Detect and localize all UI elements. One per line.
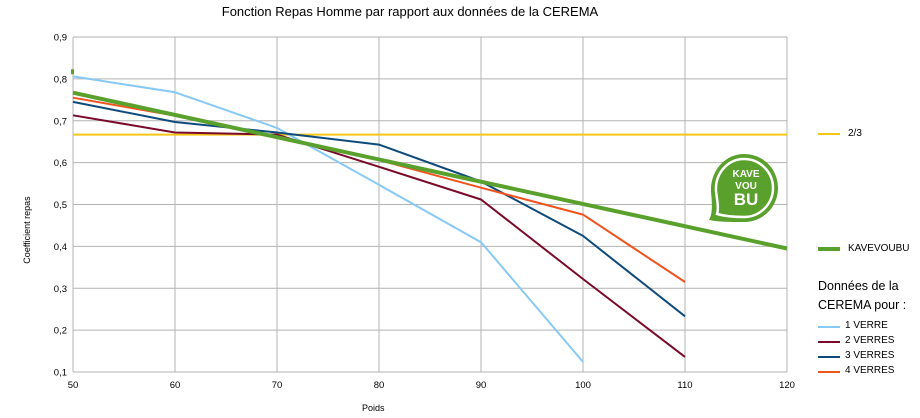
legend-swatch-1-verre — [818, 326, 840, 328]
series-line-3-verres — [72, 100, 686, 318]
legend-note-line1: Données de la — [818, 279, 899, 293]
logo-text-line2: VOU — [735, 181, 757, 192]
logo-text-line1: KAVE — [732, 169, 759, 180]
x-tick-label: 50 — [68, 380, 79, 391]
legend-label-2-3: 2/3 — [848, 128, 862, 139]
series-lines — [71, 69, 788, 363]
y-tick-label: 0,5 — [54, 200, 67, 211]
y-tick-label: 0,2 — [54, 326, 67, 337]
legend-note: Données de la CEREMA pour : — [818, 277, 906, 315]
grid-lines — [72, 36, 788, 373]
y-tick-labels: 0,1 0,2 0,3 0,4 0,5 0,6 0,7 0,8 0,9 — [54, 33, 67, 379]
legend-label-1-verre: 1 VERRE — [845, 320, 888, 331]
legend-label-kavevoubu: KAVEVOUBU — [848, 243, 910, 254]
legend-label-2-verres: 2 VERRES — [845, 335, 895, 346]
x-tick-label: 80 — [374, 380, 385, 391]
series-line-kavevoubu — [72, 90, 788, 251]
legend-swatch-4-verres — [818, 371, 840, 373]
x-tick-label: 120 — [779, 380, 795, 391]
legend-swatch-3-verres — [818, 356, 840, 358]
x-tick-label: 90 — [476, 380, 487, 391]
legend-label-3-verres: 3 VERRES — [845, 350, 895, 361]
y-tick-label: 0,1 — [54, 368, 67, 379]
y-tick-label: 0,3 — [54, 284, 67, 295]
legend-label-4-verres: 4 VERRES — [845, 365, 895, 376]
series-line-1-verre — [72, 75, 584, 363]
kavevoubu-logo: KAVE VOU BU — [706, 150, 782, 226]
y-tick-label: 0,9 — [54, 33, 67, 44]
legend-swatch-2-verres — [818, 341, 840, 343]
legend-swatch-2-3 — [818, 133, 840, 135]
x-tick-label: 100 — [575, 380, 591, 391]
edge-marker — [71, 69, 74, 75]
y-tick-label: 0,8 — [54, 74, 67, 85]
y-tick-label: 0,6 — [54, 158, 67, 169]
x-tick-labels: 50 60 70 80 90 100 110 120 — [68, 380, 795, 391]
legend-swatch-kavevoubu — [818, 247, 840, 251]
series-line-2-verres — [72, 114, 686, 358]
y-axis-label: Coefficient repas — [22, 196, 32, 264]
legend-note-line2: CEREMA pour : — [818, 298, 907, 312]
x-tick-label: 60 — [170, 380, 181, 391]
x-tick-label: 70 — [272, 380, 283, 391]
x-tick-label: 110 — [677, 380, 692, 391]
logo-text-line3: BU — [734, 190, 759, 209]
y-tick-label: 0,7 — [54, 116, 67, 127]
y-tick-label: 0,4 — [54, 242, 67, 253]
x-axis-label: Poids — [362, 403, 385, 413]
chart-title: Fonction Repas Homme par rapport aux don… — [221, 4, 599, 19]
